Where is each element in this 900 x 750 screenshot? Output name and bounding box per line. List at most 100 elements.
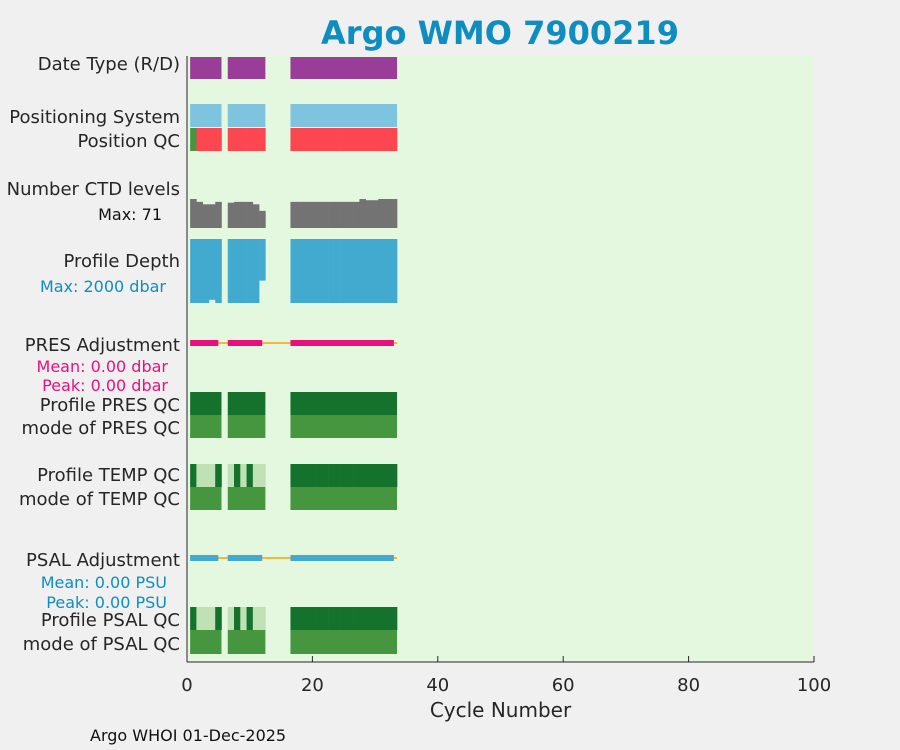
profile-temp-qc-cell-9: [240, 464, 247, 487]
ctd-level-bar-20: [309, 201, 316, 228]
ctd-level-bar-28: [359, 199, 366, 228]
profile-temp-qc-cell-32: [384, 464, 392, 487]
profile-depth-bar-19: [302, 239, 310, 303]
date-type-bar-1: [227, 57, 266, 79]
position-qc-bad-22: [321, 128, 329, 151]
profile-psal-qc-cell-1: [190, 607, 197, 630]
ctd-level-bar-4: [208, 204, 216, 228]
profile-psal-qc-cell-24: [334, 607, 341, 630]
position-qc-bad-23: [328, 128, 335, 151]
position-qc-bad-32: [384, 128, 392, 151]
ctd-level-bar-19: [302, 201, 310, 228]
row-label-12: mode of PSAL QC: [23, 634, 180, 655]
mode-pres-qc-bar-0: [190, 415, 222, 438]
position-qc-bad-9: [240, 128, 247, 151]
mode-psal-qc-bar-0: [190, 630, 222, 654]
profile-temp-qc-cell-21: [315, 464, 323, 487]
profile-depth-bar-25: [340, 239, 348, 303]
pres-peak-label: Peak: 0.00 dbar: [42, 376, 168, 395]
row-label-4: Profile Depth: [63, 251, 180, 272]
ctd-level-bar-21: [315, 201, 323, 228]
profile-psal-qc-cell-2: [196, 607, 203, 630]
position-qc-bad-30: [371, 128, 379, 151]
x-tick-label-4: 80: [677, 675, 700, 696]
profile-temp-qc-cell-20: [309, 464, 316, 487]
mode-psal-qc-bar-2: [290, 630, 398, 654]
profile-psal-qc-cell-32: [384, 607, 392, 630]
plot-area: [187, 56, 814, 662]
mode-temp-qc-bar-0: [190, 487, 222, 510]
profile-depth-bar-2: [196, 239, 203, 303]
profile-temp-qc-cell-10: [246, 464, 254, 487]
position-qc-bad-25: [340, 128, 348, 151]
profile-temp-qc-cell-5: [215, 464, 222, 487]
profile-depth-bar-3: [202, 239, 210, 303]
profile-temp-qc-cell-7: [227, 464, 235, 487]
ctd-level-bar-5: [215, 201, 222, 228]
position-qc-bad-29: [365, 128, 373, 151]
profile-psal-qc-cell-26: [346, 607, 354, 630]
position-qc-bad-12: [259, 128, 266, 151]
position-qc-good-1: [190, 128, 197, 151]
position-qc-bad-2: [196, 128, 203, 151]
ctd-level-bar-25: [340, 201, 348, 228]
position-qc-bad-5: [215, 128, 222, 151]
profile-psal-qc-cell-22: [321, 607, 329, 630]
profile-temp-qc-cell-24: [334, 464, 341, 487]
psal-mean-label: Mean: 0.00 PSU: [41, 573, 167, 592]
position-qc-bad-24: [334, 128, 341, 151]
profile-psal-qc-cell-33: [390, 607, 398, 630]
date-type-bar-0: [190, 57, 222, 79]
profile-depth-bar-5: [215, 239, 222, 303]
profile-depth-bar-21: [315, 239, 323, 303]
profile-temp-qc-cell-29: [365, 464, 373, 487]
profile-psal-qc-cell-17: [290, 607, 298, 630]
profile-psal-qc-cell-20: [309, 607, 316, 630]
profile-depth-bar-27: [353, 239, 360, 303]
position-qc-bad-28: [359, 128, 366, 151]
profile-pres-qc-bar-1: [227, 392, 266, 415]
ctd-level-bar-29: [365, 200, 373, 228]
profile-temp-qc-cell-1: [190, 464, 197, 487]
profile-psal-qc-cell-12: [259, 607, 266, 630]
position-qc-bad-27: [353, 128, 360, 151]
row-label-0: Date Type (R/D): [38, 54, 180, 75]
ctd-level-bar-31: [378, 199, 385, 228]
profile-psal-qc-cell-19: [302, 607, 310, 630]
ctd-level-bar-17: [290, 201, 298, 228]
profile-depth-bar-24: [334, 239, 341, 303]
profile-temp-qc-cell-19: [302, 464, 310, 487]
row-label-8: Profile TEMP QC: [37, 465, 180, 486]
position-qc-bad-26: [346, 128, 354, 151]
profile-depth-bar-28: [359, 239, 366, 303]
mode-pres-qc-bar-1: [227, 415, 266, 438]
profile-psal-qc-cell-25: [340, 607, 348, 630]
pres-adjust-bar-1: [227, 340, 263, 346]
ctd-level-bar-33: [390, 199, 398, 228]
ctd-level-bar-30: [371, 200, 379, 228]
ctd-max-label: Max: 71: [98, 205, 162, 224]
profile-depth-bar-9: [240, 239, 247, 303]
x-axis-label: Cycle Number: [430, 698, 572, 722]
positioning-bar-1: [227, 104, 266, 127]
profile-temp-qc-cell-18: [296, 464, 304, 487]
row-label-9: mode of TEMP QC: [19, 489, 180, 510]
profile-depth-bar-12: [259, 239, 266, 281]
pres-mean-label: Mean: 0.00 dbar: [37, 357, 169, 376]
profile-depth-bar-31: [378, 239, 385, 303]
profile-depth-bar-7: [227, 239, 235, 303]
profile-depth-bar-10: [246, 239, 254, 303]
profile-psal-qc-cell-29: [365, 607, 373, 630]
ctd-level-bar-7: [227, 202, 235, 228]
profile-psal-qc-cell-7: [227, 607, 235, 630]
position-qc-bad-7: [227, 128, 235, 151]
positioning-bar-2: [290, 104, 398, 127]
row-label-5: PRES Adjustment: [25, 335, 180, 356]
psal-adjust-bar-1: [227, 555, 263, 561]
ctd-level-bar-27: [353, 201, 360, 228]
ctd-level-bar-26: [346, 201, 354, 228]
position-qc-bad-17: [290, 128, 298, 151]
ctd-level-bar-9: [240, 201, 247, 228]
position-qc-bad-4: [208, 128, 216, 151]
ctd-level-bar-8: [234, 201, 241, 228]
